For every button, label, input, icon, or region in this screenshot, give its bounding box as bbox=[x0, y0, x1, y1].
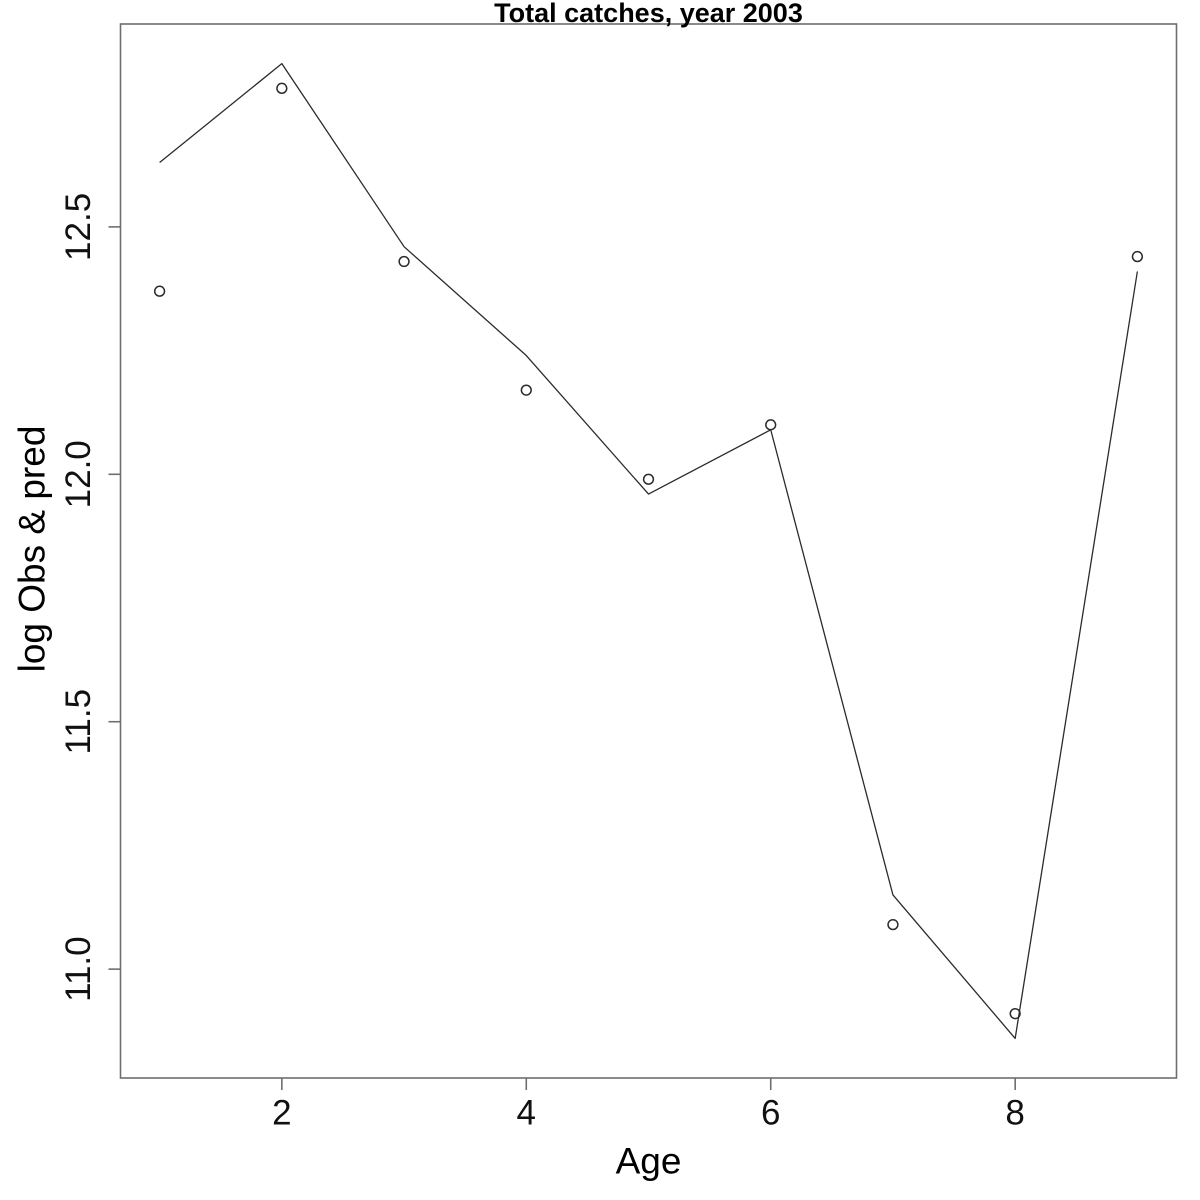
observed-point bbox=[276, 82, 288, 94]
x-tick-label: 8 bbox=[1005, 1094, 1024, 1133]
observed-point bbox=[398, 255, 410, 268]
y-tick-label: 11.5 bbox=[59, 689, 98, 755]
observed-point bbox=[153, 285, 166, 297]
y-tick-label: 12.0 bbox=[59, 440, 98, 508]
x-axis: 2 4 6 8 bbox=[272, 1078, 1025, 1133]
y-tick-label: 12.5 bbox=[59, 193, 98, 261]
observed-point bbox=[1009, 1008, 1021, 1020]
plot-border bbox=[119, 23, 1178, 1079]
observed-points bbox=[153, 82, 1144, 1020]
x-tick-label: 4 bbox=[517, 1094, 536, 1133]
observed-point bbox=[520, 384, 532, 396]
observed-point bbox=[1131, 250, 1144, 263]
chart-title: Total catches, year 2003 bbox=[494, 0, 803, 28]
observed-point bbox=[765, 419, 777, 431]
x-axis-title: Age bbox=[616, 1141, 682, 1182]
observed-point bbox=[887, 918, 899, 931]
y-tick-label: 11.0 bbox=[59, 936, 98, 1002]
y-axis-title: log Obs & pred bbox=[12, 426, 53, 673]
observed-point bbox=[642, 473, 655, 485]
x-tick-label: 6 bbox=[761, 1094, 780, 1133]
predicted-line bbox=[159, 62, 1139, 1040]
y-axis: 11.0 11.5 12.0 12.5 bbox=[59, 193, 121, 1002]
x-tick-label: 2 bbox=[272, 1094, 291, 1133]
